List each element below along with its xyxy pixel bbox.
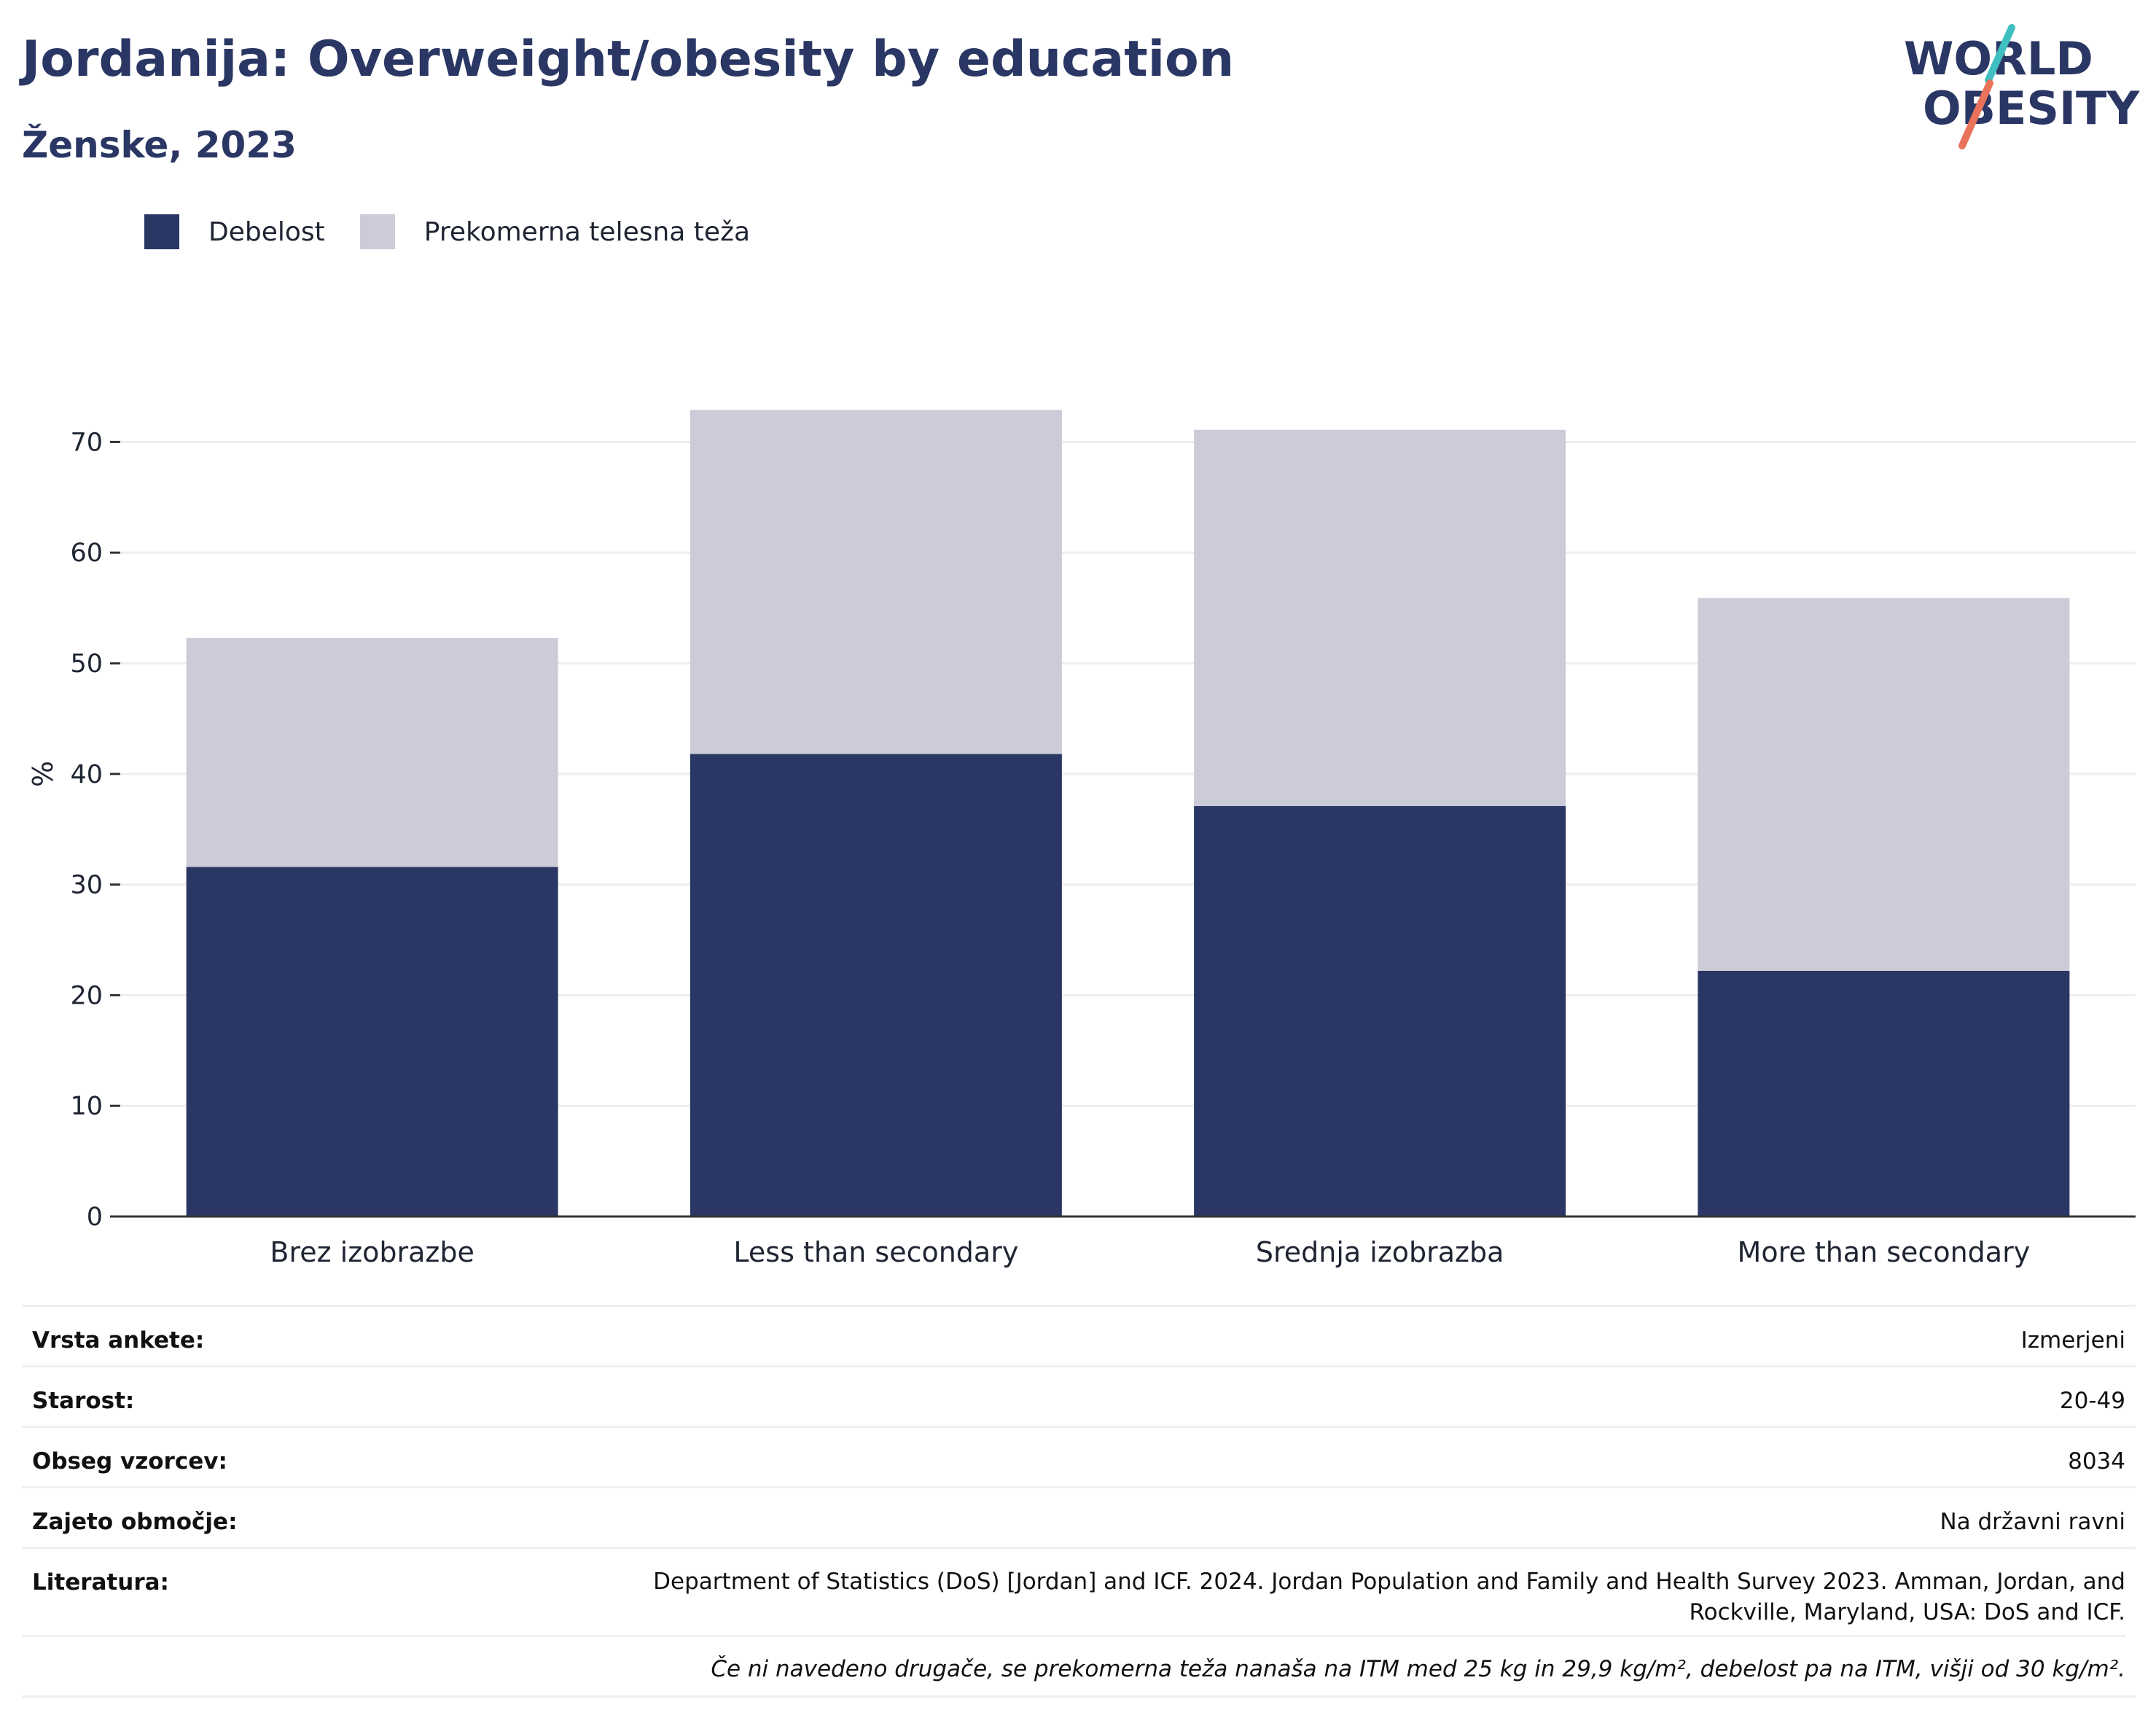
legend-label-obesity: Debelost bbox=[208, 216, 325, 247]
logo-slash-coral bbox=[1958, 79, 1993, 149]
y-tick-label: 50 bbox=[70, 649, 103, 679]
definition-note: Če ni navedeno drugače, se prekomerna te… bbox=[22, 1635, 2125, 1682]
bar-obesity-1 bbox=[690, 754, 1062, 1216]
bar-chart: 0 10 20 30 40 50 60 70% Brez izobrazbe Less than … bbox=[27, 410, 2136, 1268]
y-tick-label: 70 bbox=[70, 428, 103, 457]
survey-details: Vrsta ankete: Izmerjeni Starost: 20-49 O… bbox=[22, 1305, 2136, 1638]
meta-value: Na državni ravni bbox=[1940, 1509, 2125, 1535]
y-tick-label: 30 bbox=[70, 871, 103, 900]
legend-item-overweight[interactable]: Prekomerna telesna teža bbox=[359, 214, 751, 249]
world-obesity-logo: WORLD OBESITY bbox=[1904, 24, 2140, 149]
x-tick-label: Less than secondary bbox=[733, 1236, 1018, 1268]
y-axis-label: % bbox=[27, 761, 59, 787]
y-tick-label: 60 bbox=[70, 539, 103, 568]
bar-overweight-2 bbox=[1194, 429, 1566, 806]
legend-item-obesity[interactable]: Debelost bbox=[144, 214, 325, 249]
meta-row-reference: Literatura: Department of Statistics (Do… bbox=[22, 1547, 2136, 1638]
chart-title: Jordanija: Overweight/obesity by educati… bbox=[22, 31, 1235, 88]
logo-slash-teal bbox=[1985, 24, 2015, 84]
legend-swatch-obesity bbox=[144, 214, 179, 249]
y-tick-label: 10 bbox=[70, 1092, 103, 1121]
y-tick-label: 40 bbox=[70, 760, 103, 789]
meta-row-sample-size: Obseg vzorcev: 8034 bbox=[22, 1426, 2136, 1486]
bar-obesity-2 bbox=[1194, 805, 1566, 1216]
meta-value: Izmerjeni bbox=[2020, 1327, 2125, 1354]
meta-row-coverage: Zajeto območje: Na državni ravni bbox=[22, 1486, 2136, 1547]
meta-key: Starost: bbox=[32, 1388, 135, 1414]
meta-key: Literatura: bbox=[32, 1569, 169, 1596]
meta-row-age: Starost: 20-49 bbox=[22, 1365, 2136, 1426]
bar-obesity-3 bbox=[1698, 971, 2070, 1216]
meta-value: 20-49 bbox=[2059, 1388, 2125, 1414]
x-tick-label: Srednja izobrazba bbox=[1256, 1236, 1504, 1268]
bar-overweight-0 bbox=[186, 638, 558, 867]
chart-legend: Debelost Prekomerna telesna teža bbox=[144, 214, 785, 249]
legend-swatch-overweight bbox=[359, 214, 395, 249]
meta-value: Department of Statistics (DoS) [Jordan] … bbox=[653, 1569, 2125, 1625]
logo-line2: OBESITY bbox=[1923, 82, 2140, 135]
divider bbox=[22, 1695, 2136, 1698]
legend-label-overweight: Prekomerna telesna teža bbox=[423, 216, 751, 247]
bar-overweight-3 bbox=[1698, 598, 2070, 972]
meta-value: 8034 bbox=[2068, 1448, 2125, 1475]
meta-key: Obseg vzorcev: bbox=[32, 1448, 227, 1475]
y-tick-label: 0 bbox=[87, 1203, 103, 1232]
x-tick-label: Brez izobrazbe bbox=[270, 1236, 474, 1268]
chart-subtitle: Ženske, 2023 bbox=[22, 124, 297, 166]
meta-key: Vrsta ankete: bbox=[32, 1327, 205, 1354]
x-tick-label: More than secondary bbox=[1738, 1236, 2031, 1268]
meta-key: Zajeto območje: bbox=[32, 1509, 238, 1535]
meta-row-survey-type: Vrsta ankete: Izmerjeni bbox=[22, 1305, 2136, 1365]
bar-overweight-1 bbox=[690, 410, 1062, 754]
y-tick-label: 20 bbox=[70, 981, 103, 1010]
bar-obesity-0 bbox=[186, 867, 558, 1216]
